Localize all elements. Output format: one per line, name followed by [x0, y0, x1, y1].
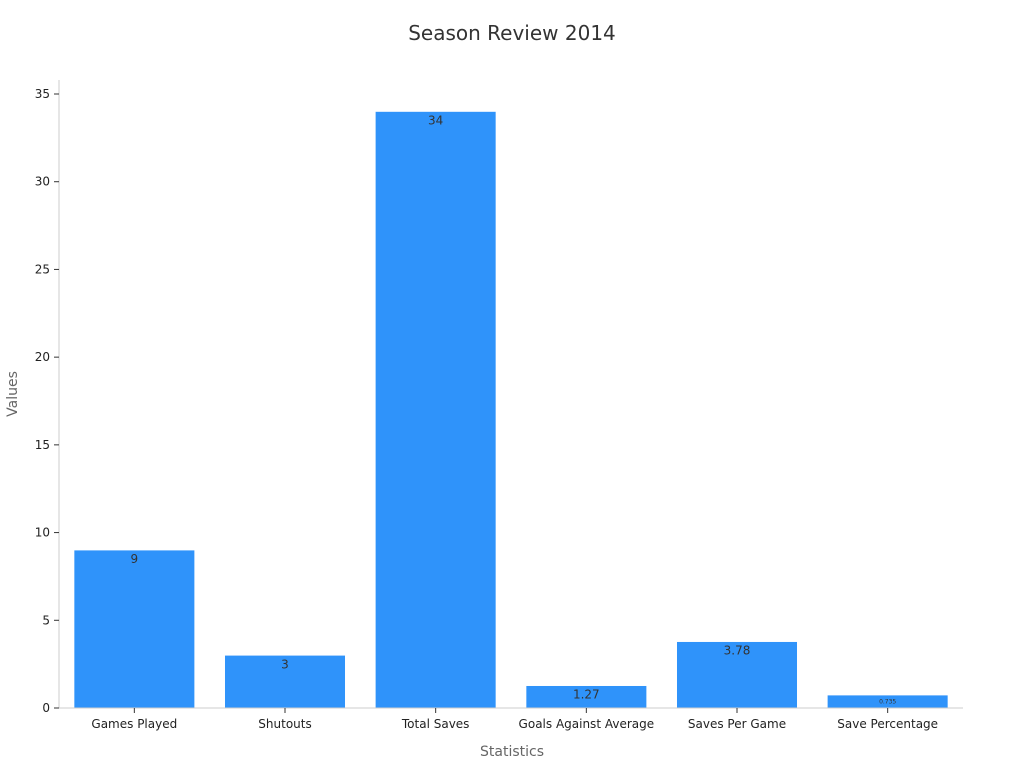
bar-data-label: 34 [428, 114, 443, 128]
y-tick-label: 20 [35, 350, 50, 364]
y-tick-label: 0 [42, 701, 50, 715]
bar [73, 549, 195, 709]
x-axis-label: Statistics [480, 744, 544, 760]
bar-data-label: 9 [131, 552, 139, 566]
bars-group [73, 111, 949, 709]
bar-data-label: 3.78 [724, 644, 751, 658]
y-tick-label: 30 [35, 175, 50, 189]
bar-data-label: 1.27 [573, 688, 600, 702]
x-tick-label: Games Played [91, 717, 177, 731]
bar [224, 655, 346, 709]
y-tick-label: 15 [35, 438, 50, 452]
bar [375, 111, 497, 709]
axes-group: 0 5 10 15 20 25 30 35 Games Played Shutouts Total … [35, 80, 963, 731]
x-tick-label: Total Saves [401, 717, 470, 731]
y-tick-label: 25 [35, 262, 50, 276]
bar-data-label: 0.735 [879, 699, 896, 706]
y-axis-label: Values [5, 371, 21, 417]
x-tick-label: Goals Against Average [519, 717, 655, 731]
bar [676, 641, 798, 709]
bar-data-label: 3 [281, 657, 289, 671]
x-tick-label: Shutouts [258, 717, 311, 731]
y-tick-label: 35 [35, 87, 50, 101]
chart-title: Season Review 2014 [408, 21, 616, 45]
y-tick-label: 10 [35, 526, 50, 540]
x-tick-label: Saves Per Game [688, 717, 786, 731]
y-tick-label: 5 [42, 613, 50, 627]
x-tick-label: Save Percentage [837, 717, 938, 731]
data-labels-group: 9 3 34 1.27 3.78 0.735 [131, 114, 897, 706]
